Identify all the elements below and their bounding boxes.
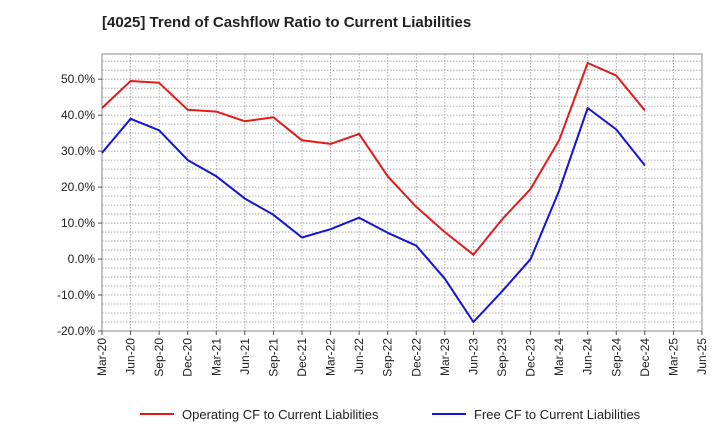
x-tick-label: Jun-21 [238,338,252,375]
x-tick-label: Mar-25 [666,338,680,376]
y-axis-ticks: 50.0% 40.0% 30.0% 20.0% 10.0% 0.0% -10.0% -20.0… [57,72,102,338]
x-tick-label: Mar-20 [95,338,109,376]
x-tick-label: Sep-23 [495,338,509,377]
x-tick-label: Dec-22 [409,338,423,377]
x-tick-label: Dec-24 [638,338,652,377]
legend-label-1: Operating CF to Current Liabilities [182,407,379,422]
x-tick-label: Jun-22 [352,338,366,375]
x-tick-label: Mar-23 [438,338,452,376]
x-tick-label: Mar-21 [209,338,223,376]
series-line-1 [101,62,646,256]
x-tick-label: Jun-25 [695,338,709,375]
x-tick-label: Jun-24 [581,338,595,375]
y-tick-label: -10.0% [57,288,95,302]
x-tick-label: Mar-24 [552,338,566,376]
y-tick-label: 20.0% [61,180,95,194]
x-axis-ticks: Mar-20 Jun-20 Sep-20 Dec-20 Mar-21 Jun-21 Sep-… [95,331,709,377]
y-tick-label: 10.0% [61,216,95,230]
x-tick-label: Dec-23 [524,338,538,377]
series-lines [101,62,646,323]
x-tick-label: Sep-20 [152,338,166,377]
x-tick-label: Mar-22 [324,338,338,376]
x-tick-label: Sep-21 [266,338,280,377]
y-tick-label: 40.0% [61,108,95,122]
y-tick-label: -20.0% [57,324,95,338]
y-tick-label: 50.0% [61,72,95,86]
legend-label-2: Free CF to Current Liabilities [474,407,641,422]
x-tick-label: Sep-22 [381,338,395,377]
x-tick-label: Jun-20 [124,338,138,375]
series-line-2 [101,107,646,323]
chart-title: [4025] Trend of Cashflow Ratio to Curren… [102,14,472,31]
y-tick-label: 0.0% [68,252,96,266]
x-tick-label: Jun-23 [466,338,480,375]
y-tick-label: 30.0% [61,144,95,158]
grid-lines [102,54,702,331]
legend: Operating CF to Current Liabilities Free … [140,407,641,422]
x-tick-label: Dec-20 [181,338,195,377]
x-tick-label: Dec-21 [295,338,309,377]
x-tick-label: Sep-24 [609,338,623,377]
